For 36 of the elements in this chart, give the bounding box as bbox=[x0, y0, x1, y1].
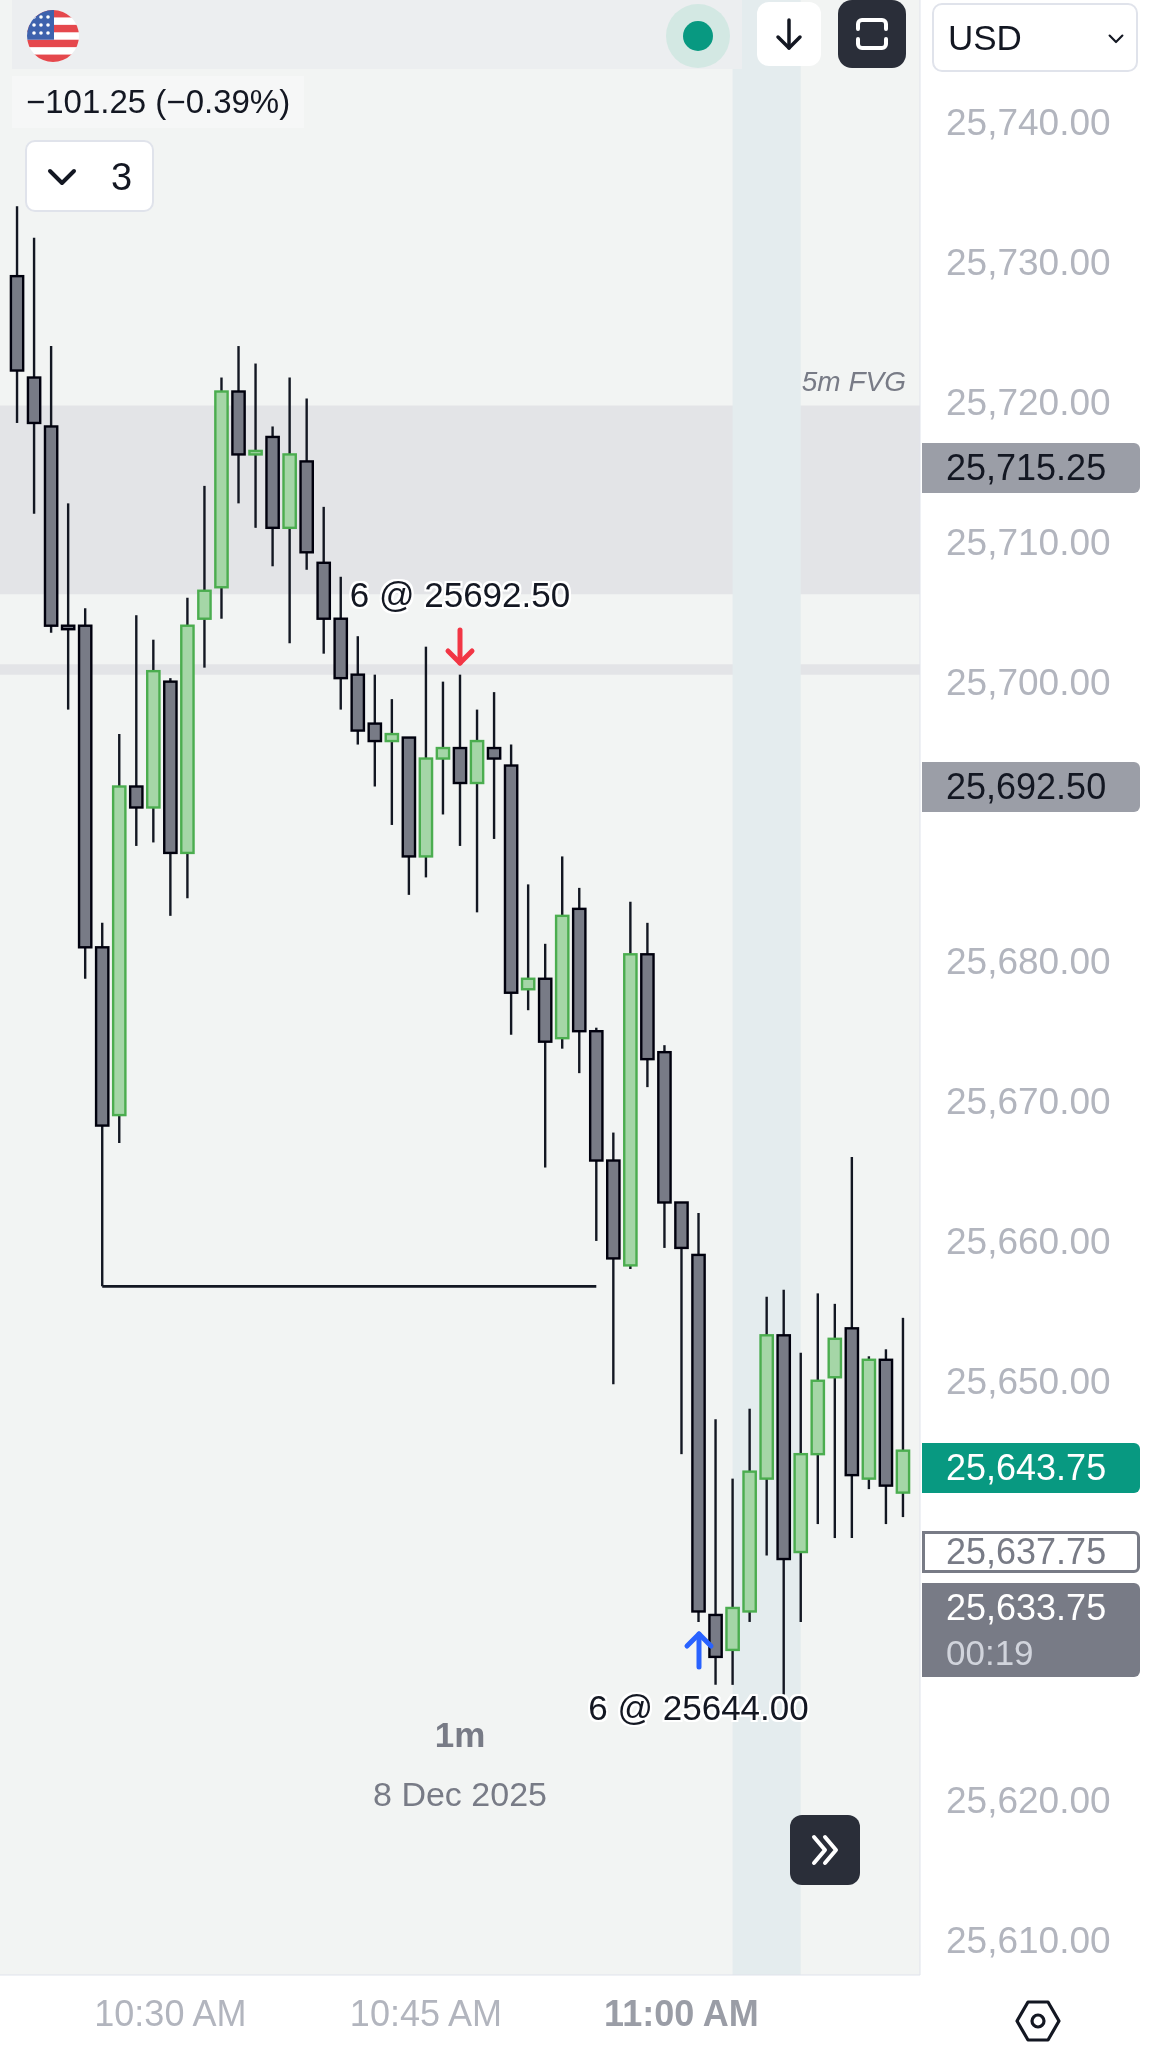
annotation: 8 Dec 2025 bbox=[373, 1774, 547, 1814]
y-tick-label: 25,730.00 bbox=[946, 242, 1111, 284]
candlestick bbox=[128, 614, 144, 848]
x-tick-label: 10:45 AM bbox=[349, 1992, 502, 2034]
text: 25,692.50 bbox=[922, 761, 1140, 812]
y-tick-label: 25,710.00 bbox=[946, 521, 1111, 563]
currency-dropdown: USD bbox=[932, 3, 1138, 72]
candlestick bbox=[248, 362, 263, 530]
toggle-button: 3 bbox=[25, 140, 154, 212]
y-tick-label: 25,650.00 bbox=[946, 1360, 1111, 1402]
candlestick bbox=[486, 690, 502, 841]
text: 00:19 bbox=[946, 1632, 1034, 1672]
y-tick-label: 25,740.00 bbox=[946, 102, 1111, 144]
x-tick-label: 10:30 AM bbox=[94, 1992, 247, 2034]
candlestick bbox=[435, 680, 451, 816]
text: −101.25 (−0.39%) bbox=[12, 76, 305, 128]
text: 25,637.75 bbox=[922, 1531, 1140, 1574]
y-tick-label: 25,670.00 bbox=[946, 1081, 1111, 1123]
annotation: 1m bbox=[434, 1715, 486, 1755]
y-tick-label: 25,660.00 bbox=[946, 1220, 1111, 1262]
annotation: 3 bbox=[111, 156, 133, 198]
candlestick bbox=[520, 883, 536, 1012]
y-tick-label: 25,700.00 bbox=[946, 661, 1111, 703]
y-tick-label: 25,620.00 bbox=[946, 1780, 1111, 1822]
text: 25,633.75 bbox=[922, 1582, 1140, 1633]
text: 25,643.75 bbox=[922, 1443, 1140, 1494]
y-tick-label: 25,720.00 bbox=[946, 381, 1111, 423]
candlestick bbox=[384, 697, 400, 827]
y-tick-label: 25,610.00 bbox=[946, 1919, 1111, 1961]
candlestick bbox=[367, 673, 383, 788]
band-label: 5m FVG bbox=[801, 366, 906, 398]
text: 25,715.25 bbox=[922, 443, 1140, 494]
annotation: 6 @ 25644.00 bbox=[588, 1687, 809, 1728]
x-tick-label: 11:00 AM bbox=[604, 1992, 759, 2034]
y-tick-label: 25,680.00 bbox=[946, 941, 1111, 983]
annotation: 6 @ 25692.50 bbox=[349, 574, 571, 615]
